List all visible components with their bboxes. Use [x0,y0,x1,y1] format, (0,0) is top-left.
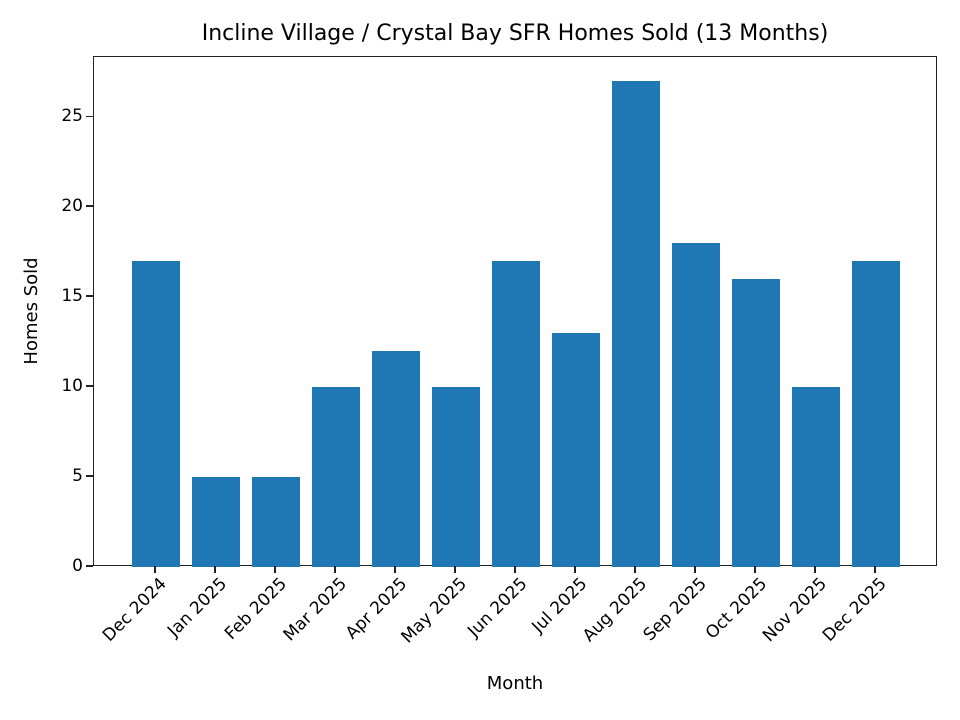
x-tick [454,566,456,573]
y-tick-label: 10 [61,376,83,397]
y-tick [86,475,93,477]
bar-jun-2025 [492,261,540,567]
bar-dec-2025 [852,261,900,567]
x-tick [814,566,816,573]
bar-apr-2025 [372,351,420,567]
y-tick-label: 5 [72,466,83,487]
bar-dec-2024 [132,261,180,567]
bar-feb-2025 [252,477,300,567]
y-tick-label: 0 [72,556,83,576]
x-tick [634,566,636,573]
x-tick [754,566,756,573]
x-tick [154,566,156,573]
y-tick [86,295,93,297]
bar-nov-2025 [792,387,840,567]
x-tick [874,566,876,573]
x-tick-label: Feb 2025 [221,574,291,644]
bar-jul-2025 [552,333,600,567]
bar-jan-2025 [192,477,240,567]
y-tick [86,115,93,117]
y-tick [86,385,93,387]
x-tick-label: Sep 2025 [639,574,711,646]
y-tick [86,565,93,567]
x-tick-label: Aug 2025 [578,574,652,647]
x-tick-label: Jun 2025 [464,574,532,642]
x-tick [574,566,576,573]
x-tick-label: Dec 2025 [818,574,891,646]
x-tick [214,566,216,573]
bar-aug-2025 [612,81,660,567]
y-tick [86,205,93,207]
y-axis-label: Homes Sold [21,257,42,365]
y-tick-label: 20 [61,196,83,217]
x-tick-label: Mar 2025 [279,574,351,646]
chart-title: Incline Village / Crystal Bay SFR Homes … [201,21,829,46]
x-tick-label: Jan 2025 [163,574,232,642]
plot-area [93,56,937,567]
bar-sep-2025 [672,243,720,567]
x-tick [694,566,696,573]
bar-oct-2025 [732,279,780,567]
x-tick [514,566,516,573]
x-axis-label: Month [486,673,544,694]
y-tick-label: 25 [61,106,83,127]
bar-mar-2025 [312,387,360,567]
x-tick-label: Nov 2025 [758,574,832,647]
x-tick [274,566,276,573]
y-tick-label: 15 [61,286,83,307]
x-tick-label: Dec 2024 [98,574,171,646]
x-tick [334,566,336,573]
x-tick [394,566,396,573]
bar-may-2025 [432,387,480,567]
